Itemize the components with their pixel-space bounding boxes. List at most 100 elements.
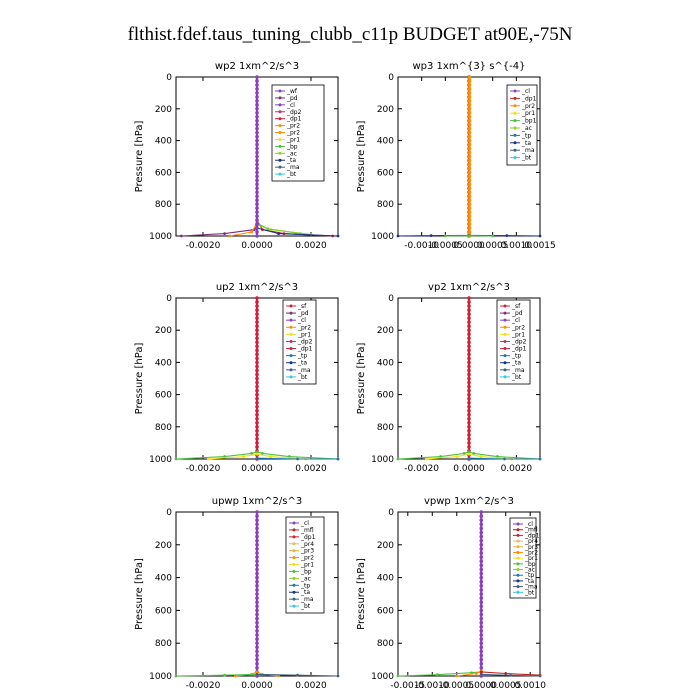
y-tick-label: 600 <box>155 168 172 178</box>
panel-title: wp3 1xm^{3} s^{-4} <box>412 61 525 72</box>
profile-marker <box>255 182 259 187</box>
profile-marker <box>467 206 472 210</box>
profile-marker <box>467 441 471 445</box>
profile-marker <box>255 194 259 199</box>
data-point-_tp <box>467 456 471 460</box>
profile-marker <box>467 352 471 357</box>
profile-marker <box>255 134 259 139</box>
profile-marker <box>255 518 259 522</box>
x-tick-label: 0.0005 <box>477 241 509 251</box>
profile-marker <box>255 530 259 535</box>
panel-6: vpwp 1xm^2/s^3 Pressure [hPa] 0 200 400 600 80… <box>356 496 546 691</box>
profile-marker <box>467 348 471 353</box>
legend-entry: _dp1 <box>300 534 316 541</box>
profile-marker <box>467 190 472 195</box>
profile-marker <box>255 304 259 308</box>
profile-marker <box>255 649 259 654</box>
profile-marker <box>255 296 259 300</box>
legend-marker <box>292 521 296 525</box>
x-tick-label: -0.0010 <box>404 241 439 251</box>
x-tick-label: 0.0000 <box>241 464 273 474</box>
profile-marker <box>467 388 471 393</box>
panel-title: up2 1xm^2/s^3 <box>216 282 298 293</box>
data-point-_mfl <box>504 672 508 675</box>
profile-marker <box>255 441 259 445</box>
profile-marker <box>467 126 472 131</box>
legend-entry: _dp2 <box>297 338 313 345</box>
data-point-_pd <box>180 234 183 238</box>
y-tick-label: 600 <box>155 391 172 401</box>
profile-marker <box>255 356 259 361</box>
profile-marker <box>255 425 259 429</box>
profile-marker <box>467 146 472 151</box>
profile-marker <box>479 584 484 588</box>
legend-marker <box>278 110 282 114</box>
profile-marker <box>255 174 259 179</box>
legend-entry: _pr1 <box>297 331 311 338</box>
legend-marker <box>292 563 296 567</box>
data-point-_bp <box>467 450 471 454</box>
legend-entry: _ac <box>286 150 297 157</box>
profile-marker <box>255 575 259 580</box>
profile-marker <box>467 142 472 147</box>
legend-marker <box>278 131 282 135</box>
data-point-_ta <box>396 234 400 238</box>
legend-entry: _pr1 <box>521 110 535 117</box>
y-tick-label: 1000 <box>149 455 172 465</box>
legend-entry: _pr1 <box>511 331 525 338</box>
legend-marker <box>516 585 520 589</box>
profile-marker <box>255 392 259 397</box>
data-point-_bp <box>174 457 178 461</box>
profile-marker <box>255 641 259 645</box>
profile-marker <box>255 612 259 617</box>
y-tick-label: 200 <box>377 105 394 115</box>
profile-marker <box>467 433 471 437</box>
x-tick-label: -0.0005 <box>428 241 463 251</box>
legend-marker <box>278 96 282 100</box>
profile-marker <box>255 95 259 99</box>
legend-entry: _cl <box>286 102 295 109</box>
profile-marker <box>255 226 259 230</box>
data-point-_tp <box>538 457 542 461</box>
data-point-_pr1 <box>269 455 272 458</box>
panel-5: upwp 1xm^2/s^3 Pressure [hPa] 0 200 400 600 80… <box>134 496 340 691</box>
legend-entry: _ac <box>524 567 535 574</box>
profile-marker <box>255 230 259 234</box>
legend-entry: _ta <box>286 157 296 164</box>
profile-marker <box>255 118 259 123</box>
legend-marker <box>292 604 296 608</box>
legend-marker <box>513 89 517 93</box>
profile-marker <box>255 510 259 514</box>
data-point-_ta <box>538 234 542 238</box>
y-tick-label: 1000 <box>371 672 394 682</box>
data-point-_bp <box>439 455 442 458</box>
profile-marker <box>479 620 484 625</box>
profile-marker <box>255 340 259 345</box>
panel-title: vpwp 1xm^2/s^3 <box>424 496 514 507</box>
legend-marker <box>516 556 520 560</box>
profile-marker <box>255 308 259 312</box>
legend-entry: _pd <box>511 310 523 317</box>
legend-entry: _pr1 <box>300 562 314 569</box>
y-tick-label: 800 <box>377 200 394 210</box>
profile-marker <box>479 514 484 518</box>
data-point-_bp <box>288 455 291 458</box>
profile-marker <box>467 182 472 187</box>
legend-marker <box>292 590 296 594</box>
legend-entry: _dp1 <box>286 116 302 123</box>
profile-marker <box>255 567 259 572</box>
legend-marker <box>516 533 520 537</box>
profile-marker <box>467 425 471 429</box>
profile-marker <box>255 629 259 633</box>
y-tick-label: 0 <box>166 508 172 518</box>
profile-marker <box>467 416 471 421</box>
profile-marker <box>467 332 471 337</box>
profile-marker <box>255 206 259 210</box>
y-tick-label: 400 <box>377 358 394 368</box>
profile-marker <box>467 437 471 441</box>
profile-marker <box>479 596 484 600</box>
legend-marker <box>513 133 517 137</box>
legend-marker <box>513 148 517 152</box>
series-line-_pd <box>181 77 258 237</box>
x-tick-label: 0.0005 <box>490 681 522 691</box>
